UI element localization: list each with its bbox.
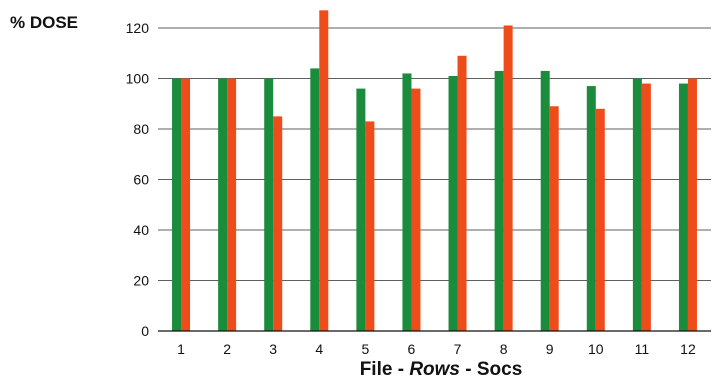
x-tick-label: 9 [546,341,554,357]
x-tick-label: 11 [635,341,650,357]
bar-series1-7 [448,75,458,331]
bar-series1-12 [678,83,688,331]
bar-series2-8 [503,25,513,331]
x-tick-label: 5 [361,341,369,357]
bar-series1-2 [218,78,228,331]
y-tick-labels: 0 20 40 60 80 100 120 [126,20,150,339]
x-axis-title-part3: - Socs [460,359,522,380]
x-tick-label: 1 [177,341,185,357]
x-tick-label: 10 [588,341,604,357]
x-tick-label: 12 [680,341,696,357]
x-tick-label: 6 [408,341,416,357]
y-axis-title: % DOSE [10,13,78,32]
x-tick-label: 7 [454,341,462,357]
x-tick-label: 4 [315,341,323,357]
y-tick-label: 40 [133,222,149,238]
bars [172,10,697,332]
y-tick-label: 100 [126,71,150,87]
gridlines [158,27,711,281]
bar-series1-5 [356,88,366,331]
bar-series2-10 [595,108,605,331]
bar-series1-3 [264,78,274,331]
bar-series2-11 [641,83,651,331]
bar-series1-9 [540,70,550,332]
x-tick-label: 3 [269,341,277,357]
bar-series2-3 [273,116,283,331]
bar-series1-6 [402,73,412,331]
bar-series1-1 [172,78,182,331]
bar-series2-12 [687,78,697,331]
bar-series1-8 [494,70,504,332]
y-tick-label: 60 [133,172,149,188]
x-axis-title: File - Rows - Socs [360,359,523,380]
y-tick-label: 20 [133,273,149,289]
bar-series2-7 [457,55,467,332]
x-tick-label: 2 [223,341,231,357]
x-tick-label: 8 [500,341,508,357]
x-tick-labels: 1 2 3 4 5 6 7 8 9 10 11 12 [177,341,696,357]
x-axis-title-part2: Rows [409,359,460,380]
bar-series2-5 [365,121,375,331]
bar-series2-2 [227,78,237,331]
bar-series1-4 [310,68,320,332]
bar-series2-6 [411,88,421,331]
bar-series1-11 [632,78,642,331]
bar-series1-10 [586,86,596,331]
x-axis-title-part1: File - [360,359,410,380]
y-tick-label: 80 [133,121,149,137]
y-tick-label: 120 [126,20,150,36]
bar-series2-1 [181,78,191,331]
bar-series2-4 [319,10,329,331]
bar-series2-9 [549,106,559,332]
y-tick-label: 0 [141,323,149,339]
